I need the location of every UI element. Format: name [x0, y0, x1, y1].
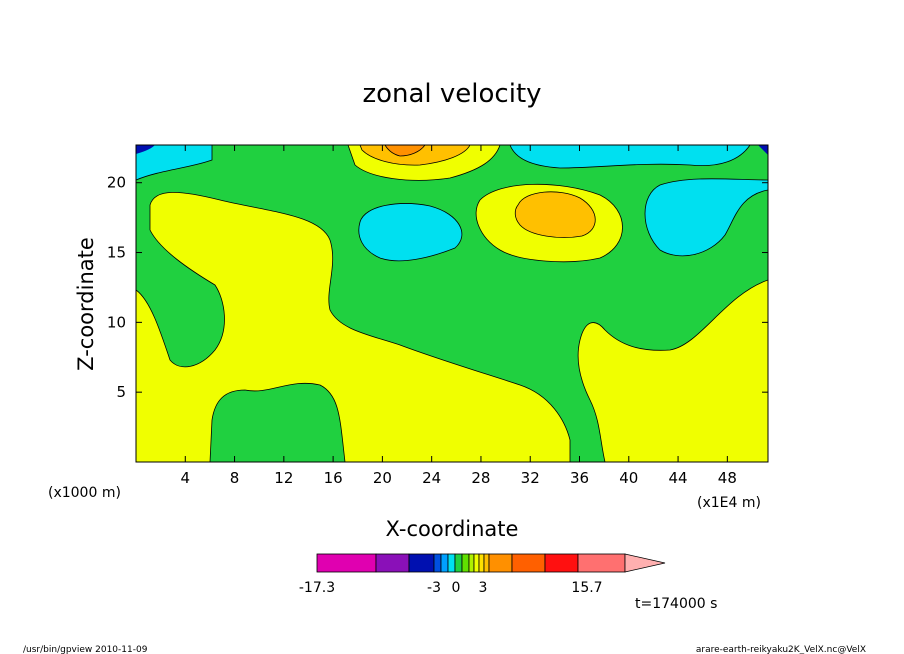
x-tick-label: 48: [718, 469, 737, 487]
x-tick-label: 44: [669, 469, 688, 487]
contour-fill-cyan-right: [644, 178, 768, 257]
colorbar-segment: [440, 553, 449, 573]
footer-right: arare-earth-reikyaku2K_VelX.nc@VelX: [696, 645, 866, 654]
contour-fill-cyan-topright: [509, 145, 751, 169]
colorbar-segment: [544, 553, 579, 573]
contour-fill-blue-corner-right: [758, 145, 768, 155]
y-axis: 5 10 15 20: [107, 174, 768, 401]
x-unit-note: (x1E4 m): [697, 495, 761, 511]
x-tick-label: 24: [422, 469, 441, 487]
colorbar-segment: [511, 553, 546, 573]
chart-title: zonal velocity: [362, 79, 541, 109]
contour-fill-cyan-topleft: [136, 145, 213, 181]
contour-fill-blue-corner: [136, 145, 155, 154]
x-tick-label: 16: [324, 469, 343, 487]
x-tick-label: 20: [373, 469, 392, 487]
colorbar-segment: [478, 553, 485, 573]
time-label: t=174000 s: [635, 596, 717, 612]
colorbar-label-neg3: -3: [427, 580, 441, 596]
contour-fill-yellow-bottomright: [577, 279, 768, 462]
x-tick-label: 12: [274, 469, 293, 487]
colorbar-segment: [577, 553, 626, 573]
x-tick-label: 36: [570, 469, 589, 487]
footer-left: /usr/bin/gpview 2010-11-09: [23, 645, 148, 654]
contour-fill-orange-centerright: [514, 191, 596, 238]
contour-fill-cyan-center: [358, 203, 463, 262]
y-tick-label: 5: [116, 383, 126, 401]
colorbar-label-max: 15.7: [571, 580, 602, 596]
colorbar-segment: [473, 553, 480, 573]
x-tick-label: 4: [181, 469, 191, 487]
colorbar-label-zero: 0: [452, 580, 461, 596]
colorbar-segment: [461, 553, 470, 573]
contour-fill-yellow-left: [136, 191, 571, 462]
colorbar-segment: [468, 553, 475, 573]
y-unit-note: (x1000 m): [48, 485, 121, 501]
colorbar-segment: [375, 553, 410, 573]
colorbar: [316, 553, 666, 573]
x-axis: 4 8 12 16 20 24 28 32 36 40 44 48: [181, 145, 737, 487]
x-axis-label: X-coordinate: [386, 517, 519, 541]
colorbar-segment: [433, 553, 442, 573]
colorbar-label-pos3: 3: [479, 580, 488, 596]
colorbar-segment: [454, 553, 463, 573]
plot-frame: [135, 144, 769, 463]
x-tick-label: 40: [619, 469, 638, 487]
colorbar-arrow: [624, 553, 666, 573]
y-tick-label: 10: [107, 313, 126, 331]
colorbar-segment: [483, 553, 490, 573]
colorbar-segment: [316, 553, 377, 573]
y-tick-label: 20: [107, 174, 126, 192]
colorbar-segment: [488, 553, 513, 573]
contour-fill-darkorange-top: [384, 145, 426, 157]
x-tick-label: 28: [471, 469, 490, 487]
y-tick-label: 15: [107, 244, 126, 262]
x-tick-label: 8: [230, 469, 240, 487]
colorbar-segment: [408, 553, 435, 573]
contour-fill-orange-top: [359, 145, 471, 166]
y-axis-label: Z-coordinate: [74, 237, 98, 371]
colorbar-label-min: -17.3: [299, 580, 335, 596]
plot-area: [135, 144, 769, 463]
colorbar-segment: [447, 553, 456, 573]
x-tick-label: 32: [521, 469, 540, 487]
